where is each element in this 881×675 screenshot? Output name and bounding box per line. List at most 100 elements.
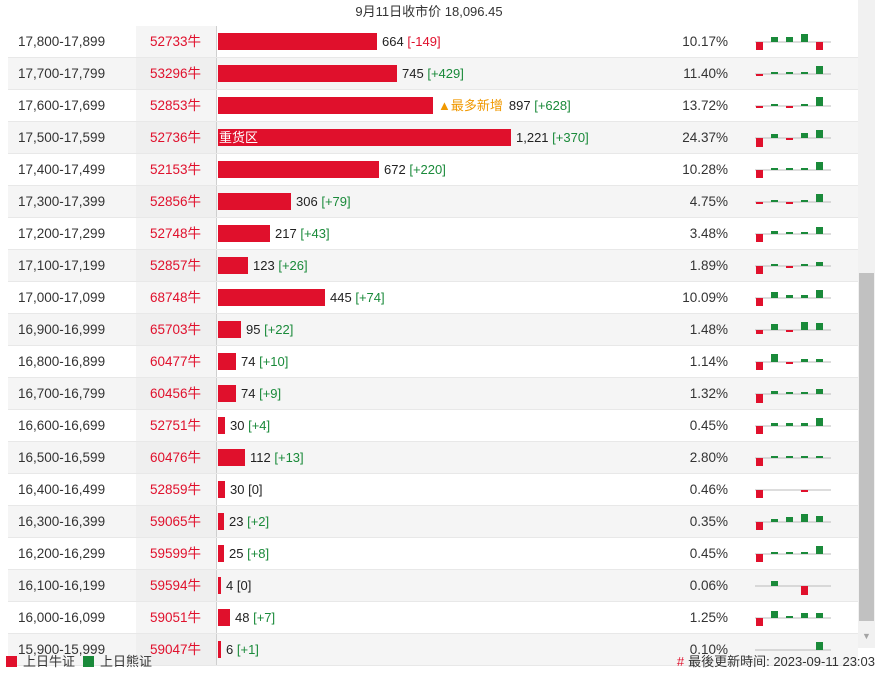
percentage: 0.45% bbox=[689, 418, 728, 433]
sparkline-bar bbox=[801, 295, 808, 298]
strike-range: 17,000-17,099 bbox=[18, 290, 106, 305]
cbbc-code-link[interactable]: 53296牛 bbox=[136, 58, 216, 89]
sparkline-bar bbox=[801, 168, 808, 170]
scroll-down-arrow-icon[interactable]: ▼ bbox=[862, 631, 871, 641]
percentage: 1.25% bbox=[689, 610, 728, 625]
cbbc-code-link[interactable]: 59594牛 bbox=[136, 570, 216, 601]
bull-swatch-icon bbox=[6, 656, 17, 667]
volume-value: ▲最多新增 897 [+628] bbox=[438, 90, 571, 121]
volume-change: [+628] bbox=[534, 98, 571, 113]
strike-range: 17,700-17,799 bbox=[18, 66, 106, 81]
bar-area: 664 [-149] bbox=[216, 26, 697, 57]
strike-range: 16,700-16,799 bbox=[18, 386, 106, 401]
sparkline-bar bbox=[756, 554, 763, 562]
volume-change: [+8] bbox=[247, 546, 270, 561]
bar-area: 74 [+9] bbox=[216, 378, 697, 409]
sparkline-bar bbox=[771, 292, 778, 298]
strike-range: 17,800-17,899 bbox=[18, 34, 106, 49]
trend-sparkline bbox=[755, 290, 831, 306]
sparkline-bar bbox=[816, 642, 823, 650]
cbbc-code-link[interactable]: 52736牛 bbox=[136, 122, 216, 153]
sparkline-bar bbox=[786, 295, 793, 298]
table-row: 17,000-17,099 68748牛 445 [+74] 10.09% bbox=[8, 282, 858, 314]
volume-value: 123 [+26] bbox=[253, 250, 308, 281]
cbbc-code-link[interactable]: 52153牛 bbox=[136, 154, 216, 185]
legend-bull: 上日牛证 bbox=[6, 654, 75, 670]
cbbc-code-link[interactable]: 59599牛 bbox=[136, 538, 216, 569]
sparkline-bar bbox=[801, 359, 808, 362]
percentage: 10.17% bbox=[682, 34, 728, 49]
sparkline-bar bbox=[816, 359, 823, 362]
cbbc-code-link[interactable]: 52748牛 bbox=[136, 218, 216, 249]
cbbc-code-link[interactable]: 52853牛 bbox=[136, 90, 216, 121]
volume-change: [+79] bbox=[321, 194, 351, 209]
sparkline-bar bbox=[771, 519, 778, 522]
volume-bar bbox=[218, 641, 221, 658]
sparkline-bar bbox=[801, 586, 808, 595]
cbbc-code-link[interactable]: 60476牛 bbox=[136, 442, 216, 473]
volume-number: 74 bbox=[241, 354, 256, 369]
cbbc-code-link[interactable]: 59047牛 bbox=[136, 634, 216, 665]
volume-bar bbox=[218, 417, 225, 434]
sparkline-bar bbox=[801, 200, 808, 202]
cbbc-code-link[interactable]: 65703牛 bbox=[136, 314, 216, 345]
table-row: 17,600-17,699 52853牛 ▲最多新增 897 [+628] 13.72% bbox=[8, 90, 858, 122]
sparkline-bar bbox=[756, 170, 763, 178]
sparkline-bar bbox=[786, 202, 793, 204]
volume-bar bbox=[218, 289, 325, 306]
cbbc-code-link[interactable]: 68748牛 bbox=[136, 282, 216, 313]
sparkline-bar bbox=[786, 168, 793, 170]
sparkline-bar bbox=[801, 322, 808, 330]
volume-change: [+22] bbox=[264, 322, 294, 337]
cbbc-code-link[interactable]: 60456牛 bbox=[136, 378, 216, 409]
cbbc-code-link[interactable]: 60477牛 bbox=[136, 346, 216, 377]
sparkline-bar bbox=[816, 42, 823, 50]
volume-value: 745 [+429] bbox=[402, 58, 464, 89]
trend-sparkline bbox=[755, 489, 831, 498]
vertical-scrollbar[interactable]: ▼ bbox=[858, 0, 875, 648]
cbbc-code-link[interactable]: 52857牛 bbox=[136, 250, 216, 281]
bar-area: 745 [+429] bbox=[216, 58, 697, 89]
sparkline-bar bbox=[816, 194, 823, 202]
table-row: 16,100-16,199 59594牛 4 [0] 0.06% bbox=[8, 570, 858, 602]
strike-range: 16,200-16,299 bbox=[18, 546, 106, 561]
sparkline-bar bbox=[801, 104, 808, 106]
table-row: 17,500-17,599 52736牛 重货区 1,221 [+370] 24.37% bbox=[8, 122, 858, 154]
scrollbar-thumb[interactable] bbox=[859, 273, 874, 621]
cbbc-code-link[interactable]: 52856牛 bbox=[136, 186, 216, 217]
cbbc-distribution-panel: 9月11日收市价 18,096.45 17,800-17,899 52733牛 66… bbox=[8, 4, 858, 666]
sparkline-bar bbox=[786, 266, 793, 268]
bar-area: 95 [+22] bbox=[216, 314, 697, 345]
trend-sparkline bbox=[755, 227, 831, 242]
sparkline-bar bbox=[756, 490, 763, 498]
sparkline-bar bbox=[756, 426, 763, 434]
table-row: 17,700-17,799 53296牛 745 [+429] 11.40% bbox=[8, 58, 858, 90]
cbbc-code-link[interactable]: 59051牛 bbox=[136, 602, 216, 633]
sparkline-bar bbox=[771, 104, 778, 106]
sparkline-bar bbox=[771, 231, 778, 234]
cbbc-code-link[interactable]: 52859牛 bbox=[136, 474, 216, 505]
sparkline-bar bbox=[771, 200, 778, 202]
volume-number: 672 bbox=[384, 162, 406, 177]
bar-area: 112 [+13] bbox=[216, 442, 697, 473]
trend-sparkline bbox=[755, 581, 831, 595]
sparkline-bar bbox=[816, 290, 823, 298]
last-updated: # 最後更新時间: 2023-09-11 23:03 bbox=[677, 654, 875, 670]
volume-bar bbox=[218, 225, 270, 242]
cbbc-code-link[interactable]: 52733牛 bbox=[136, 26, 216, 57]
volume-number: 30 bbox=[230, 418, 245, 433]
trend-sparkline bbox=[755, 354, 831, 370]
sparkline-bar bbox=[786, 517, 793, 522]
trend-sparkline bbox=[755, 322, 831, 334]
volume-bar bbox=[218, 193, 291, 210]
percentage: 3.48% bbox=[689, 226, 728, 241]
cbbc-code-link[interactable]: 52751牛 bbox=[136, 410, 216, 441]
sparkline-bar bbox=[771, 552, 778, 554]
sparkline-bar bbox=[756, 74, 763, 76]
volume-bar bbox=[218, 161, 379, 178]
page-title: 9月11日收市价 18,096.45 bbox=[355, 4, 503, 19]
bar-area: 23 [+2] bbox=[216, 506, 697, 537]
cbbc-code-link[interactable]: 59065牛 bbox=[136, 506, 216, 537]
sparkline-bar bbox=[816, 613, 823, 618]
strike-range: 15,900-15,999 bbox=[18, 642, 106, 657]
